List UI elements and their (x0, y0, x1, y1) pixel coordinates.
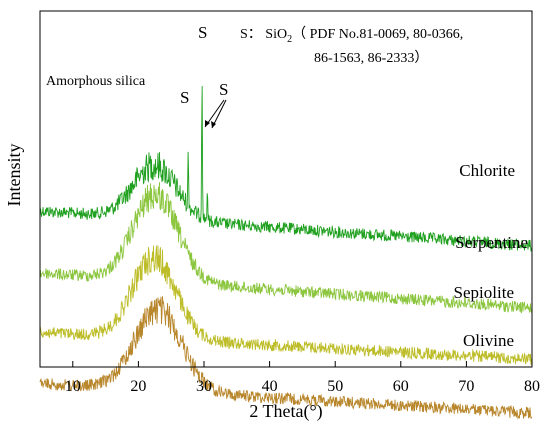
s-peak-label-1: S (180, 88, 189, 107)
legend-line-1: S： SiO2（ PDF No.81-0069, 80-0366, (240, 26, 463, 45)
amorphous-silica-label: Amorphous silica (46, 74, 146, 89)
series-line-serpentine (39, 182, 533, 314)
series-label-serpentine: Serpentine (455, 233, 528, 252)
series-label-olivine: Olivine (463, 331, 514, 350)
x-axis-label: 2 Theta(°) (249, 401, 322, 422)
x-tick-label-10: 10 (65, 378, 81, 395)
legend-line-2: 86-1563, 86-2333） (314, 50, 428, 66)
s-peak-label-3: S (219, 80, 228, 99)
x-axis-ticks: 10 20 30 40 50 60 70 80 (65, 361, 540, 395)
x-tick-label-20: 20 (130, 378, 146, 395)
series-label-chlorite: Chlorite (459, 161, 515, 180)
series-line-olivine (39, 296, 533, 420)
x-tick-label-70: 70 (458, 378, 474, 395)
series-line-sepiolite (39, 245, 533, 365)
xrd-curves (39, 86, 533, 420)
plot-frame (39, 10, 533, 368)
y-axis-label: Intensity (4, 144, 24, 207)
x-tick-label-50: 50 (327, 378, 343, 395)
series-label-sepiolite: Sepiolite (454, 283, 514, 302)
x-tick-label-30: 30 (196, 378, 212, 395)
s-peak-label-2: S (198, 23, 207, 42)
x-tick-label-80: 80 (524, 378, 540, 395)
series-line-chlorite (39, 86, 533, 253)
x-tick-label-60: 60 (393, 378, 409, 395)
x-tick-label-40: 40 (262, 378, 278, 395)
s-arrowhead-2 (211, 121, 216, 128)
s-arrowhead-1 (205, 120, 210, 127)
